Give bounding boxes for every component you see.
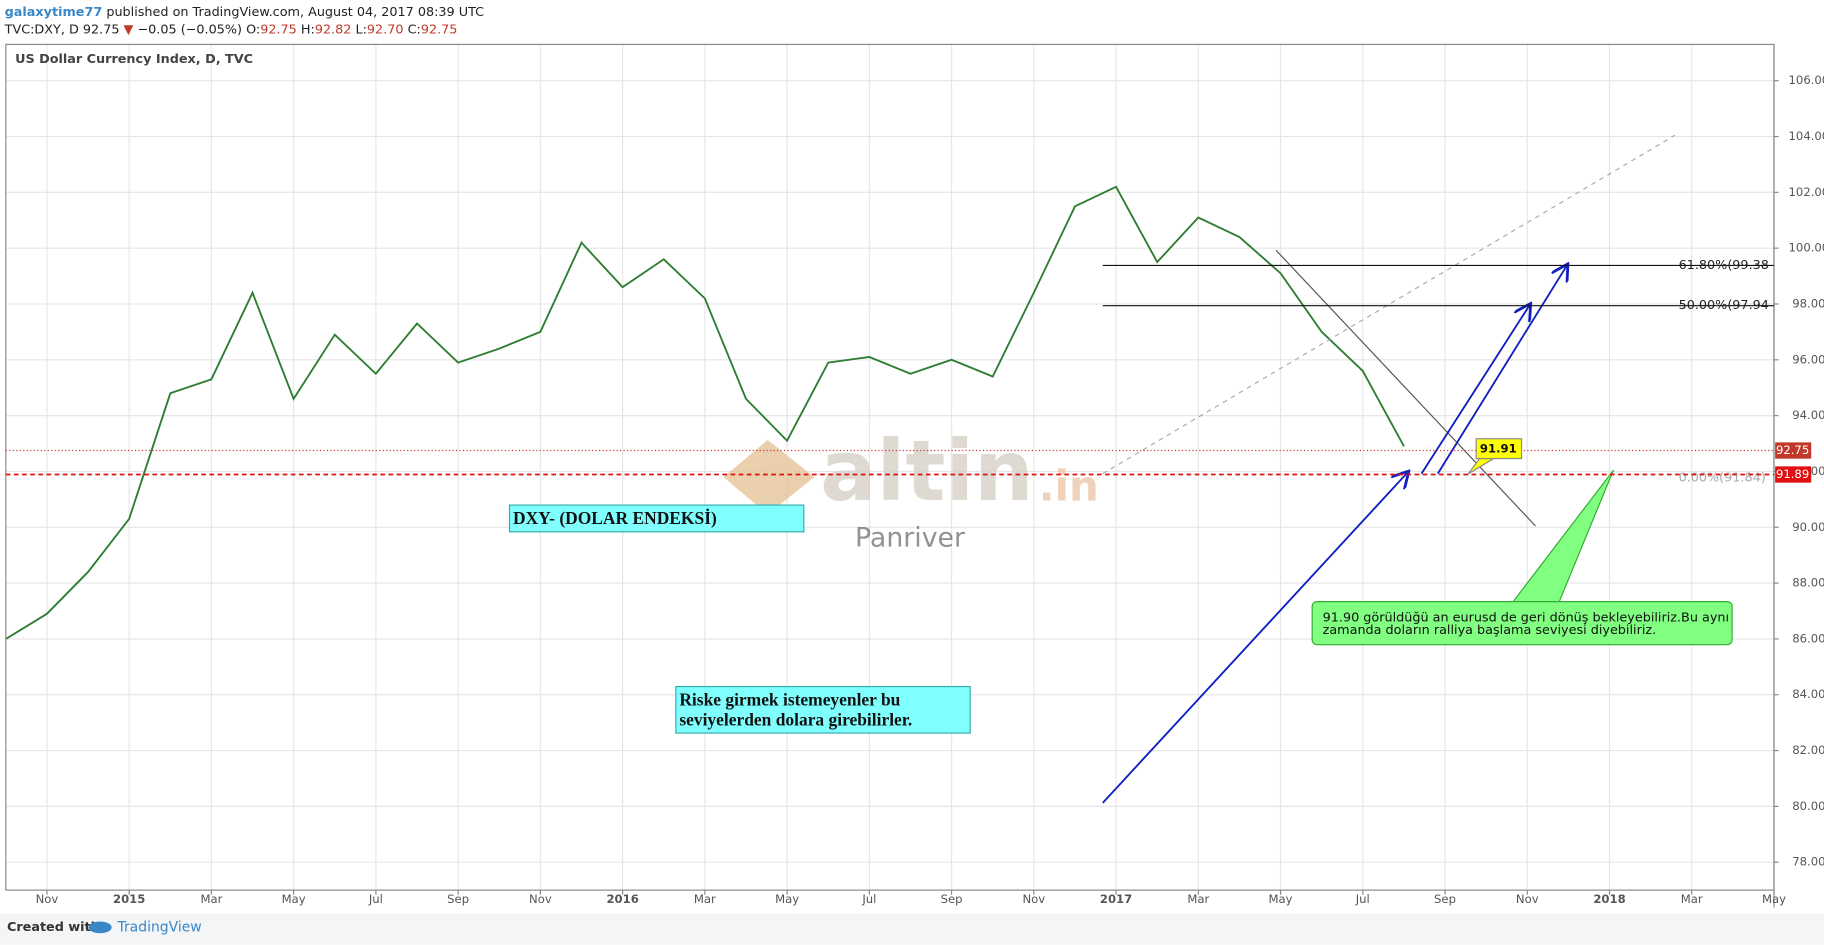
y-tick-label: 96.00 <box>1792 352 1824 366</box>
fib-label: 50.00%(97.94 <box>1679 298 1769 313</box>
price-tag <box>1775 442 1812 459</box>
low: 92.70 <box>367 22 404 37</box>
close-label: C: <box>408 22 421 37</box>
price-tag <box>1775 466 1812 483</box>
x-tick-label: Nov <box>1516 892 1539 906</box>
y-tick-label: 80.00 <box>1792 799 1824 813</box>
open: 92.75 <box>260 22 297 37</box>
y-tick-label: 84.00 <box>1792 687 1824 701</box>
x-tick-label: Jul <box>1355 892 1370 906</box>
footer-logo <box>88 921 112 934</box>
footer-brand[interactable]: TradingView <box>116 919 201 935</box>
open-label: O: <box>246 22 260 37</box>
y-tick-label: 88.00 <box>1792 576 1824 590</box>
label-box <box>675 685 971 734</box>
watermark: altin .in Panriver <box>723 422 1099 553</box>
header-line2: TVC:DXY, D 92.75 ▼ −0.05 (−0.05%) O:92.7… <box>4 22 458 37</box>
x-tick-label: Sep <box>1434 892 1456 906</box>
x-tick-label: Mar <box>200 892 222 906</box>
fib-label: 61.80%(99.38 <box>1679 258 1769 273</box>
x-tick-label: Sep <box>447 892 469 906</box>
arrow: ▼ <box>124 22 134 37</box>
x-tick-label: May <box>1762 892 1786 906</box>
watermark-sub: Panriver <box>855 522 965 553</box>
published: published on TradingView.com, August 04,… <box>106 4 484 19</box>
x-tick-label: 2018 <box>1593 892 1625 906</box>
author[interactable]: galaxytime77 <box>5 4 103 19</box>
y-tick-label: 102.00 <box>1789 185 1824 199</box>
x-tick-label: Sep <box>941 892 963 906</box>
note-line: zamanda doların ralliya başlama seviyesi… <box>1323 623 1657 638</box>
chart-title: US Dollar Currency Index, D, TVC <box>15 52 253 67</box>
footer-created: Created with <box>7 920 100 935</box>
x-tick-label: 2015 <box>113 892 145 906</box>
note-line: 91.90 görüldüğü an eurusd de geri dönüş … <box>1323 610 1729 625</box>
x-tick-label: Mar <box>1681 892 1703 906</box>
y-tick-label: 100.00 <box>1789 241 1824 255</box>
advice-line: seviyelerden dolara girebilirler. <box>679 709 912 729</box>
x-tick-label: Mar <box>694 892 716 906</box>
trend-line <box>1275 249 1536 527</box>
x-tick-label: May <box>282 892 306 906</box>
low-label: L: <box>355 22 366 37</box>
callout-label: 91.91 <box>1480 442 1517 456</box>
high-label: H: <box>301 22 315 37</box>
arrow <box>1437 265 1567 475</box>
y-tick-label: 106.00 <box>1789 73 1824 87</box>
x-tick-label: 2016 <box>606 892 638 906</box>
price-tag-label: 92.75 <box>1776 443 1809 457</box>
y-tick-label: 78.00 <box>1792 855 1824 869</box>
x-tick-label: Jul <box>861 892 876 906</box>
x-tick-label: 2017 <box>1100 892 1132 906</box>
watermark-domain: .in <box>1039 461 1099 510</box>
close: 92.75 <box>421 22 458 37</box>
arrow <box>1102 473 1408 804</box>
y-tick-label: 94.00 <box>1792 408 1824 422</box>
y-tick-label: 104.00 <box>1789 129 1824 143</box>
footer-bar <box>0 913 1824 945</box>
y-tick-label: 90.00 <box>1792 520 1824 534</box>
header-line1: galaxytime77 published on TradingView.co… <box>5 4 485 19</box>
y-tick-label: 98.00 <box>1792 296 1824 310</box>
x-tick-label: Nov <box>36 892 59 906</box>
x-tick-label: Mar <box>1187 892 1209 906</box>
symbol: TVC:DXY, D <box>4 22 79 37</box>
x-tick-label: May <box>775 892 799 906</box>
watermark-logo <box>723 439 815 515</box>
index-label: DXY- (DOLAR ENDEKSİ) <box>513 508 717 528</box>
x-tick-label: Nov <box>1022 892 1045 906</box>
advice-line: Riske girmek istemeyenler bu <box>679 690 900 710</box>
callout-box <box>1475 438 1523 460</box>
label-box <box>508 504 805 533</box>
high: 92.82 <box>315 22 352 37</box>
note-box <box>1311 601 1733 646</box>
plot <box>5 44 1775 891</box>
x-tick-label: Nov <box>529 892 552 906</box>
x-tick-label: Jul <box>368 892 383 906</box>
y-tick-label: 86.00 <box>1792 631 1824 645</box>
price-line <box>5 185 1405 640</box>
arrow <box>1420 305 1530 475</box>
change: −0.05 (−0.05%) <box>137 22 242 37</box>
drawings: DXY- (DOLAR ENDEKSİ) Riske girmek isteme… <box>508 134 1733 804</box>
last: 92.75 <box>83 22 120 37</box>
fib-label: 0.00%(91.84) <box>1679 471 1766 486</box>
x-tick-label: May <box>1269 892 1293 906</box>
y-tick-label: 82.00 <box>1792 743 1824 757</box>
watermark-brand: altin <box>820 422 1034 520</box>
price-tag-label: 91.89 <box>1776 467 1809 481</box>
